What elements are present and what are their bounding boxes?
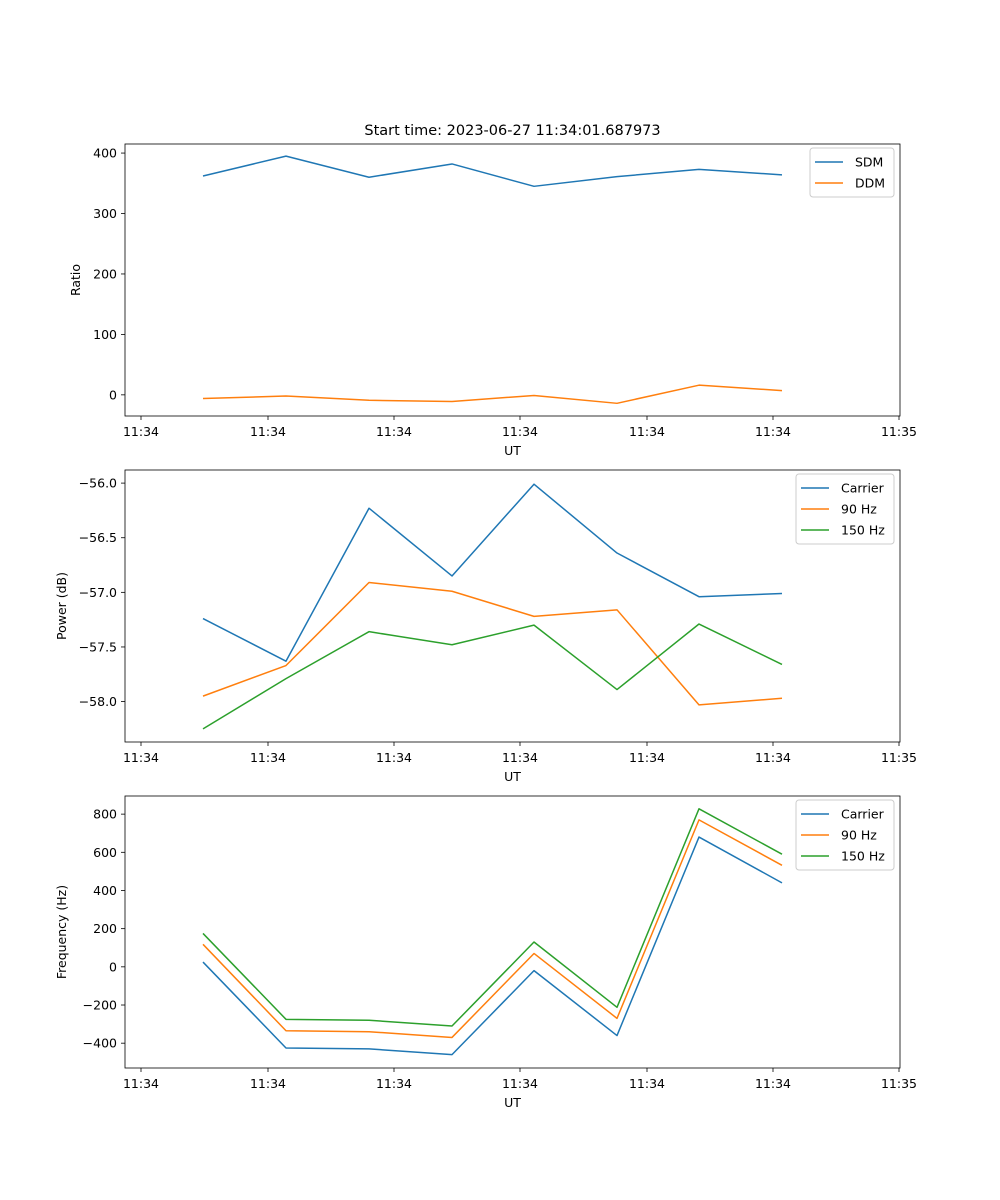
y-tick-label: 300: [93, 206, 117, 221]
series-line-90-hz: [202, 581, 783, 706]
x-axis-label: UT: [504, 769, 521, 784]
y-tick-label: 0: [109, 959, 117, 974]
x-tick-label: 11:34: [376, 750, 412, 765]
x-tick-label: 11:34: [755, 750, 791, 765]
legend-label: 150 Hz: [841, 849, 885, 864]
y-tick-label: 400: [93, 146, 117, 161]
chart-title: Start time: 2023-06-27 11:34:01.687973: [364, 123, 660, 139]
x-tick-label: 11:35: [881, 750, 917, 765]
x-tick-label: 11:34: [755, 424, 791, 439]
legend: Carrier 90 Hz 150 Hz: [795, 473, 895, 545]
legend-box: [795, 799, 895, 871]
x-tick-label: 11:34: [376, 424, 412, 439]
y-tick-label: −56.5: [79, 530, 117, 545]
legend: Carrier 90 Hz 150 Hz: [795, 799, 895, 871]
x-tick-label: 11:34: [123, 424, 159, 439]
x-tick-label: 11:34: [629, 424, 665, 439]
subplot-2: 11:34 11:34 11:34 11:34 11:34 11:34 11:35 −58.0…: [54, 469, 917, 784]
series-line-90-hz: [202, 819, 783, 1039]
legend-box: [809, 147, 895, 198]
series-line-carrier: [202, 483, 783, 662]
legend-label: Carrier: [841, 481, 885, 496]
y-tick-label: 100: [93, 327, 117, 342]
x-tick-label: 11:34: [123, 1076, 159, 1091]
x-tick-label: 11:35: [881, 424, 917, 439]
y-axis-label: Ratio: [68, 264, 83, 296]
series-line-sdm: [202, 155, 783, 188]
axes-frame: [124, 143, 901, 417]
x-tick-label: 11:34: [629, 750, 665, 765]
x-tick-label: 11:34: [376, 1076, 412, 1091]
legend-box: [795, 473, 895, 545]
y-tick-label: 200: [93, 266, 117, 281]
subplot-1: Start time: 2023-06-27 11:34:01.687973 11…: [68, 123, 917, 458]
x-tick-label: 11:34: [629, 1076, 665, 1091]
y-tick-label: −400: [83, 1036, 117, 1051]
y-tick-label: −57.5: [79, 639, 117, 654]
y-tick-label: −200: [83, 998, 117, 1013]
y-tick-label: −56.0: [79, 476, 117, 491]
legend-label: DDM: [855, 176, 885, 191]
x-tick-label: 11:34: [250, 424, 286, 439]
y-tick-label: 600: [93, 845, 117, 860]
axes-frame: [124, 795, 901, 1069]
series-line-150-hz: [202, 623, 783, 730]
x-tick-label: 11:34: [123, 750, 159, 765]
legend-label: Carrier: [841, 807, 885, 822]
y-tick-label: 400: [93, 883, 117, 898]
x-tick-label: 11:34: [502, 750, 538, 765]
x-tick-label: 11:34: [502, 424, 538, 439]
series-line-carrier: [202, 836, 783, 1056]
x-tick-label: 11:34: [502, 1076, 538, 1091]
x-axis-label: UT: [504, 443, 521, 458]
subplot-3: 11:34 11:34 11:34 11:34 11:34 11:34 11:35 −400 −…: [54, 795, 917, 1110]
x-tick-label: 11:34: [250, 750, 286, 765]
y-tick-label: −58.0: [79, 694, 117, 709]
y-axis-label: Frequency (Hz): [54, 885, 69, 979]
series-line-150-hz: [202, 808, 783, 1027]
y-axis-label: Power (dB): [54, 572, 69, 640]
legend-label: 90 Hz: [841, 502, 877, 517]
legend: SDM DDM: [809, 147, 895, 198]
legend-label: SDM: [855, 155, 883, 170]
legend-label: 150 Hz: [841, 523, 885, 538]
y-tick-label: −57.0: [79, 585, 117, 600]
y-tick-label: 800: [93, 807, 117, 822]
series-line-ddm: [202, 384, 783, 405]
legend-label: 90 Hz: [841, 828, 877, 843]
x-tick-label: 11:35: [881, 1076, 917, 1091]
x-axis-label: UT: [504, 1095, 521, 1110]
axes-frame: [124, 469, 901, 743]
x-tick-label: 11:34: [250, 1076, 286, 1091]
y-tick-label: 200: [93, 921, 117, 936]
x-tick-label: 11:34: [755, 1076, 791, 1091]
y-tick-label: 0: [109, 387, 117, 402]
